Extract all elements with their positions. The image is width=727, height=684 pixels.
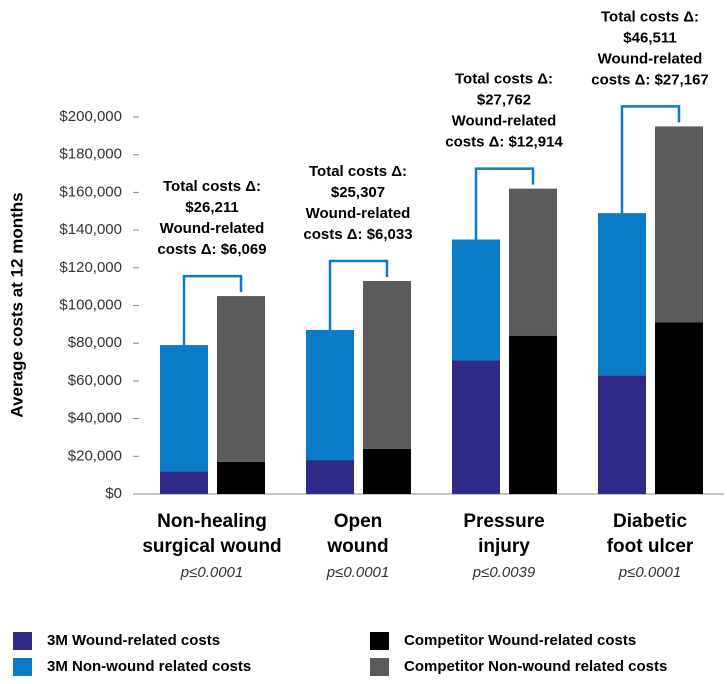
p-value: p≤0.0001 — [326, 564, 389, 581]
annotation: Total costs Δ: — [309, 163, 407, 180]
x-tick-label: surgical wound — [142, 536, 281, 557]
annotation: $46,511 — [623, 29, 676, 46]
bar-segment — [452, 239, 500, 361]
y-tick-label: $60,000 — [68, 372, 122, 389]
bracket — [182, 274, 243, 346]
bar-segment — [655, 322, 703, 494]
bar-segment — [217, 296, 265, 462]
annotation: Total costs Δ: — [455, 71, 553, 88]
annotation: $25,307 — [331, 184, 385, 201]
x-tick-label: injury — [478, 536, 530, 557]
bar-segment — [160, 471, 208, 494]
legend-label: 3M Non-wound related costs — [47, 658, 251, 675]
y-tick-label: $200,000 — [59, 108, 122, 125]
bar-segment — [363, 280, 411, 449]
bar-segment — [598, 213, 646, 376]
x-tick-label: Pressure — [463, 511, 544, 532]
annotation: Wound-related — [160, 220, 265, 237]
legend-swatch — [13, 632, 32, 650]
legend-label: Competitor Non-wound related costs — [404, 658, 667, 675]
bar-segment — [509, 188, 557, 336]
y-tick-label: $100,000 — [59, 296, 122, 313]
y-tick-label: $0 — [105, 485, 122, 502]
p-value: p≤0.0001 — [618, 564, 681, 581]
y-tick-label: $120,000 — [59, 259, 122, 276]
bar-segment — [509, 335, 557, 494]
x-tick-label: Open — [334, 511, 383, 532]
bar-segment — [160, 345, 208, 472]
x-tick-label: Non-healing — [157, 511, 267, 532]
x-tick-label: foot ulcer — [607, 536, 694, 557]
annotation: costs Δ: $6,069 — [157, 241, 266, 258]
y-axis-label: Average costs at 12 months — [7, 192, 26, 417]
annotation: Wound-related — [598, 50, 703, 67]
bar-segment — [217, 461, 265, 494]
annotation: costs Δ: $27,167 — [591, 71, 709, 88]
y-tick-label: $80,000 — [68, 334, 122, 351]
bar-segment — [598, 375, 646, 494]
annotation: $27,762 — [477, 92, 531, 109]
y-tick-label: $180,000 — [59, 146, 122, 163]
y-tick-label: $40,000 — [68, 410, 122, 427]
legend-swatch — [13, 658, 32, 676]
bar-segment — [363, 448, 411, 494]
p-value: p≤0.0001 — [180, 564, 243, 581]
legend-swatch — [370, 658, 389, 676]
legend-swatch — [370, 632, 389, 650]
annotation: costs Δ: $6,033 — [303, 226, 412, 243]
bracket — [474, 167, 535, 240]
annotation: Total costs Δ: — [601, 8, 699, 25]
annotation: Total costs Δ: — [163, 178, 261, 195]
bar-segment — [655, 126, 703, 323]
legend-label: 3M Wound-related costs — [47, 632, 220, 649]
annotation: Wound-related — [306, 205, 411, 222]
bar-segment — [306, 330, 354, 461]
x-tick-label: Diabetic — [613, 511, 687, 532]
annotation: Wound-related — [452, 113, 557, 130]
bar-segment — [452, 360, 500, 494]
bracket — [328, 259, 389, 331]
legend-label: Competitor Wound-related costs — [404, 632, 636, 649]
y-tick-label: $160,000 — [59, 183, 122, 200]
bar-segment — [306, 460, 354, 494]
y-tick-label: $20,000 — [68, 447, 122, 464]
y-tick-label: $140,000 — [59, 221, 122, 238]
p-value: p≤0.0039 — [472, 564, 536, 581]
annotation: costs Δ: $12,914 — [445, 134, 563, 151]
annotation: $26,211 — [185, 199, 238, 216]
bracket — [620, 105, 681, 214]
x-tick-label: wound — [326, 536, 388, 557]
